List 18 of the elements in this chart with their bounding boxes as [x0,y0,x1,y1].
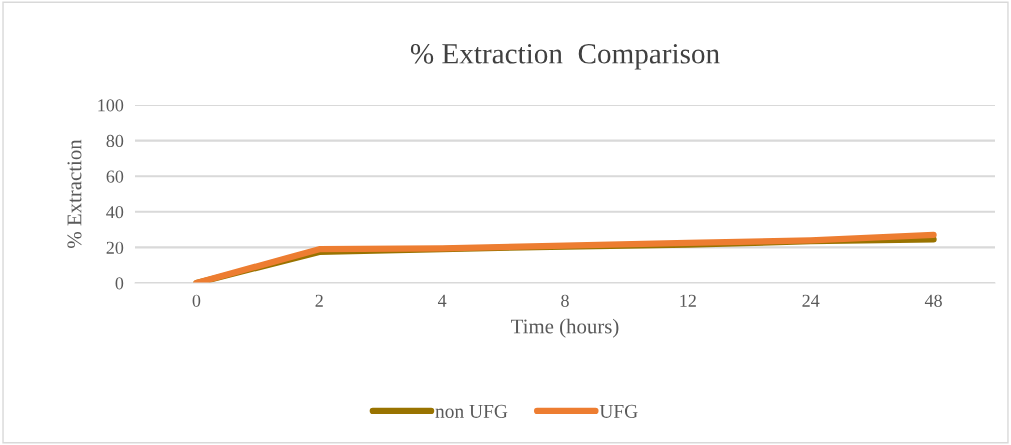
x-tick-label: 48 [924,294,942,307]
x-axis-title: Time (hours) [511,318,619,338]
legend-label: non UFG [435,404,508,418]
y-tick-label: 0 [115,277,124,290]
y-tick-label: 100 [98,99,124,112]
x-tick-label: 12 [680,294,696,307]
chart-title: % Extraction Comparison [410,43,720,70]
x-tick-label: 0 [192,294,201,307]
y-axis-title: % Extraction [67,139,82,248]
y-tick-label: 40 [106,206,124,219]
x-tick-label: 8 [561,294,569,307]
x-tick-label: 2 [315,294,323,307]
x-tick-label: 4 [437,294,447,307]
y-tick-label: 60 [106,170,124,183]
y-tick-label: 80 [106,134,124,148]
legend-label: UFG [599,404,638,418]
y-tick-label: 20 [106,241,124,254]
x-tick-label: 24 [802,294,820,307]
